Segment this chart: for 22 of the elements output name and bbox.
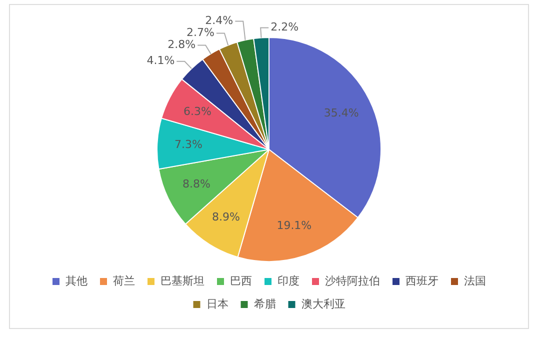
data-label: 8.8% bbox=[182, 178, 210, 191]
legend-label: 希腊 bbox=[254, 297, 276, 310]
data-label: 2.4% bbox=[205, 14, 234, 28]
legend-label: 其他 bbox=[66, 274, 88, 288]
data-label: 7.3% bbox=[174, 138, 202, 152]
legend-label: 法国 bbox=[464, 274, 486, 288]
legend-label: 巴西 bbox=[230, 274, 252, 288]
legend-label: 西班牙 bbox=[406, 274, 438, 288]
legend-label: 澳大利亚 bbox=[301, 297, 346, 310]
legend-label: 日本 bbox=[206, 297, 228, 310]
legend-label: 印度 bbox=[278, 274, 300, 288]
data-label: 35.4% bbox=[324, 106, 359, 120]
legend-label: 沙特阿拉伯 bbox=[325, 274, 380, 288]
data-label: 2.7% bbox=[186, 26, 214, 40]
data-label: 19.1% bbox=[276, 218, 312, 232]
data-label: 8.9% bbox=[212, 210, 240, 224]
legend-label: 荷兰 bbox=[113, 274, 135, 288]
data-label: 6.3% bbox=[184, 105, 212, 118]
data-label: 2.8% bbox=[168, 38, 196, 52]
legend-label: 巴基斯坦 bbox=[160, 274, 204, 288]
data-label: 2.2% bbox=[270, 20, 299, 34]
data-label: 4.1% bbox=[146, 54, 175, 68]
